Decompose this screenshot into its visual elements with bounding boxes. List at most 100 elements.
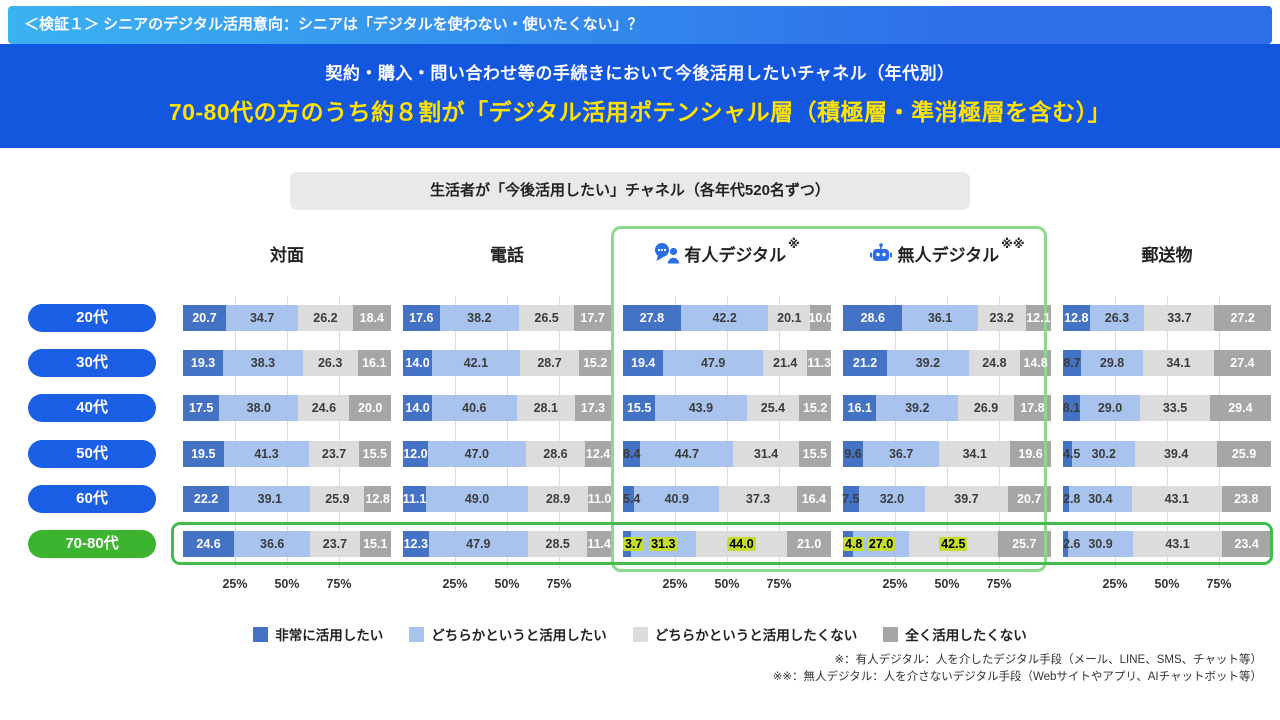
bar-segment: 25.9 [310,486,365,512]
bar-value: 30.4 [1088,492,1113,506]
bar-value: 31.4 [753,447,779,461]
bar-segment: 11.0 [588,486,611,512]
bar-segment: 16.1 [357,350,391,376]
bar-segment: 12.1 [1025,305,1051,331]
bar-segment: 17.6 [403,305,440,331]
bar-segment: 15.2 [579,350,611,376]
bar-value: 20.7 [192,311,217,325]
bar-value: 12.3 [403,537,428,551]
bar-value: 41.3 [254,447,279,461]
bar-segment: 37.3 [719,486,797,512]
bar-value: 5.4 [623,492,641,506]
bar-row-50代: 9.6 36.7 34.1 19.6 [843,441,1051,467]
bar-row-20代: 27.8 42.2 20.1 10.0 [623,305,833,331]
bar-value: 15.2 [802,401,828,415]
bar-value: 47.0 [464,447,489,461]
bar-row-40代: 15.5 43.9 25.4 15.2 [623,395,831,421]
bar-segment: 44.0 [695,531,788,557]
bar-segment: 12.0 [403,441,428,467]
bar-value: 43.9 [688,401,714,415]
bar-segment: 39.4 [1135,441,1218,467]
bar-row-20代: 28.6 36.1 23.2 12.1 [843,305,1051,331]
bar-row-30代: 8.7 29.8 34.1 27.4 [1063,350,1271,376]
axis-tick-label: 25% [882,577,908,591]
legend-label: どちらかというと活用したくない [654,628,858,643]
bar-segment: 15.5 [798,441,831,467]
bar-segment: 3.7 [623,531,645,557]
bar-value: 19.5 [191,447,216,461]
bar-segment: 31.4 [733,441,799,467]
bar-segment: 20.7 [183,305,227,331]
bar-value: 21.0 [796,537,822,551]
bar-segment: 15.5 [358,441,391,467]
bar-segment: 21.0 [787,531,831,557]
bar-segment: 47.0 [427,441,526,467]
bar-value: 23.7 [322,537,348,551]
channel-header: 郵送物 [1063,238,1271,268]
bar-segment: 33.7 [1144,305,1215,331]
bar-segment: 43.9 [655,395,747,421]
bar-segment: 30.9 [1068,531,1133,557]
gridline [727,296,728,568]
bar-value: 15.5 [802,447,828,461]
bar-segment: 23.4 [1222,531,1271,557]
gridline [999,296,1000,568]
person-chat-icon [654,242,680,264]
bar-segment: 36.1 [902,305,978,331]
bar-value: 23.8 [1234,492,1259,506]
bar-segment: 29.0 [1079,395,1141,421]
bar-segment: 28.6 [525,441,586,467]
bar-value: 2.6 [1063,537,1081,551]
axis-tick-label: 25% [222,577,248,591]
x-axis: 25% 50% 75% [1063,577,1271,593]
age-pill-5: 60代 [28,485,156,513]
axis-tick-label: 50% [1154,577,1180,591]
bar-value: 19.6 [1018,447,1043,461]
bar-value: 12.8 [1064,311,1089,325]
axis-tick-label: 25% [1102,577,1128,591]
legend: 非常に活用したい どちらかというと活用したい どちらかというと活用したくない 全く活用… [0,624,1280,644]
bar-segment: 25.4 [746,395,800,421]
bar-segment: 38.3 [223,350,303,376]
legend-label: どちらかというと活用したい [431,628,607,643]
bar-row-60代: 22.2 39.1 25.9 12.8 [183,486,391,512]
bar-value: 20.1 [777,311,802,325]
title-band: 契約・購入・問い合わせ等の手続きにおいて今後活用したいチャネル（年代別） 70-… [0,44,1280,148]
bar-segment: 2.8 [1063,486,1080,512]
x-axis: 25% 50% 75% [403,577,611,593]
bar-segment: 14.0 [403,395,433,421]
bar-segment: 7.5 [842,486,860,512]
robot-icon [869,242,893,264]
bar-row-20代: 17.6 38.2 26.5 17.7 [403,305,611,331]
bar-segment: 10.0 [808,305,833,331]
bar-segment: 15.2 [799,395,831,421]
bar-segment: 4.5 [1063,441,1080,467]
bar-segment: 26.5 [519,305,575,331]
gridline [559,296,560,568]
bar-value: 12.0 [403,447,428,461]
bar-segment: 41.3 [223,441,310,467]
bar-value: 16.1 [847,401,872,415]
bar-row-40代: 17.5 38.0 24.6 20.0 [183,395,391,421]
gridline [339,296,340,568]
bar-value: 39.1 [257,492,282,506]
bar-value: 28.6 [543,447,568,461]
bar-row-30代: 19.3 38.3 26.3 16.1 [183,350,391,376]
bar-value: 33.7 [1167,311,1192,325]
bar-segment: 38.0 [219,395,299,421]
bar-segment: 28.9 [527,486,589,512]
bar-value: 28.7 [537,356,562,370]
bar-value: 39.7 [954,492,979,506]
bar-segment: 28.7 [519,350,580,376]
bar-segment: 19.3 [183,350,224,376]
bar-value: 11.1 [402,492,427,506]
channel-label: 対面 [270,245,304,265]
bar-segment: 26.3 [302,350,358,376]
bar-segment: 24.8 [968,350,1021,376]
bar-segment: 21.4 [762,350,808,376]
bar-value: 12.1 [1026,311,1051,325]
bar-segment: 22.2 [183,486,230,512]
bar-segment: 42.5 [909,531,998,557]
bar-segment: 47.9 [663,350,763,376]
